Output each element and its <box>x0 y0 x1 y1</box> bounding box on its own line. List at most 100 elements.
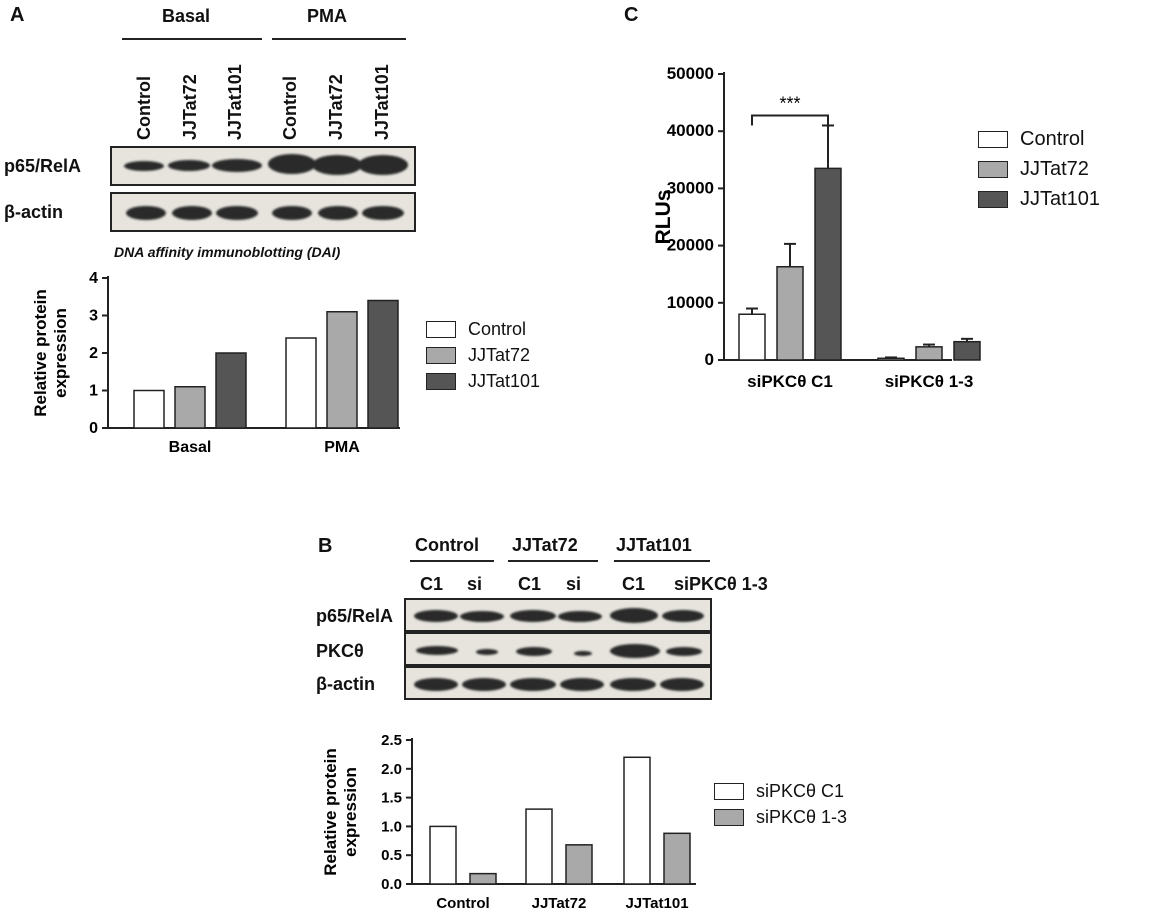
legend-label: JJTat72 <box>1020 157 1089 180</box>
blot-band <box>510 610 556 622</box>
blot-band <box>610 678 656 691</box>
blot-band <box>362 206 404 220</box>
legend-item: siPKCθ 1-3 <box>714 804 847 830</box>
blot-band <box>318 206 358 220</box>
legend-label: JJTat101 <box>468 370 541 391</box>
y-tick-label: 1.0 <box>381 818 402 835</box>
blot-band <box>610 644 660 658</box>
blot-row-label: p65/RelA <box>4 156 82 176</box>
y-axis-label: Relative protein <box>31 289 50 417</box>
bar <box>565 844 593 885</box>
legend-label: Control <box>1020 127 1085 150</box>
blot-band <box>414 678 458 691</box>
bar <box>326 311 358 429</box>
blot-row-label: p65/RelA <box>316 606 394 626</box>
y-tick-label: 2 <box>89 345 98 362</box>
x-tick-label: JJTat72 <box>532 895 587 912</box>
y-tick-label: 30000 <box>667 178 714 197</box>
x-tick-label: PMA <box>324 439 360 456</box>
blot-image-beta-actin <box>110 192 416 232</box>
bar <box>215 352 247 429</box>
y-tick-label: 0 <box>705 350 714 369</box>
x-tick-label: siPKCθ 1-3 <box>885 372 974 391</box>
y-tick-label: 0 <box>89 420 98 437</box>
blot-image-p65 <box>110 146 416 186</box>
blot-band <box>272 206 312 220</box>
blot-band <box>414 610 458 622</box>
legend-swatch <box>714 808 744 826</box>
legend-c: Control JJTat72 JJTat101 <box>978 124 1100 214</box>
y-tick-label: 1 <box>89 383 98 400</box>
blot-group-jjtat72: JJTat72 <box>512 535 578 555</box>
y-tick-label: 50000 <box>667 64 714 83</box>
blot-group-basal: Basal <box>162 6 211 26</box>
significance-label: *** <box>779 93 800 113</box>
y-tick-label: 0.0 <box>381 876 402 893</box>
blot-band <box>126 206 166 220</box>
lane-label: C1 <box>518 574 542 594</box>
legend-item: JJTat101 <box>978 184 1100 214</box>
x-tick-label: Basal <box>169 439 212 456</box>
blot-band <box>358 155 408 175</box>
blot-band <box>312 155 362 175</box>
significance-bracket <box>751 114 829 126</box>
panel-a-letter: A <box>10 4 25 26</box>
y-tick-label: 2.5 <box>381 732 402 749</box>
y-axis-label: RLUs <box>652 190 675 245</box>
legend-label: JJTat72 <box>468 344 531 365</box>
lane-label: si <box>566 574 582 594</box>
y-tick-label: 3 <box>89 308 98 325</box>
bar <box>367 299 399 429</box>
bar <box>133 389 165 429</box>
blot-row-label: PKCθ <box>316 641 364 661</box>
bar <box>814 167 842 361</box>
blot-image-pkc-theta <box>404 632 712 666</box>
bar <box>174 386 206 429</box>
blot-image-p65 <box>404 598 712 632</box>
blot-band <box>216 206 258 220</box>
blot-row-label: β-actin <box>4 202 63 222</box>
lane-label: si <box>467 574 483 594</box>
blot-band <box>268 154 316 174</box>
x-tick-label: JJTat101 <box>625 895 688 912</box>
legend-swatch <box>978 160 1008 178</box>
legend-item: siPKCθ C1 <box>714 778 847 804</box>
y-axis-label: expression <box>51 308 70 398</box>
bar <box>623 756 651 885</box>
bar <box>738 313 766 361</box>
blot-band <box>560 678 604 691</box>
blot-group-basal-line <box>122 38 262 40</box>
blot-group-control: Control <box>415 535 479 555</box>
blot-band <box>662 610 704 622</box>
bar <box>429 825 457 885</box>
blot-band <box>212 159 262 172</box>
blot-band <box>558 611 602 622</box>
y-tick-label: 1.5 <box>381 790 402 807</box>
blot-band <box>416 646 458 655</box>
blot-band <box>660 678 704 691</box>
legend-item: JJTat101 <box>426 368 540 394</box>
y-tick-label: 2.0 <box>381 761 402 778</box>
blot-caption: DNA affinity immunoblotting (DAI) <box>114 244 341 260</box>
bar <box>915 346 943 361</box>
blot-image-beta-actin <box>404 666 712 700</box>
blot-band <box>476 649 498 655</box>
lane-label: C1 <box>420 574 444 594</box>
bar <box>953 340 981 361</box>
legend-label: siPKCθ 1-3 <box>756 806 848 827</box>
legend-swatch <box>426 320 456 338</box>
blot-group-jjtat101: JJTat101 <box>616 535 692 555</box>
blot-group-jjtat72-line <box>508 560 598 562</box>
legend-swatch <box>978 130 1008 148</box>
blot-band <box>460 611 504 622</box>
legend-swatch <box>714 782 744 800</box>
y-tick-label: 4 <box>89 270 98 287</box>
blot-band <box>462 678 506 691</box>
y-axis-label: Relative protein <box>321 748 340 876</box>
bar <box>776 266 804 361</box>
blot-band <box>124 161 164 171</box>
y-tick-label: 0.5 <box>381 847 402 864</box>
